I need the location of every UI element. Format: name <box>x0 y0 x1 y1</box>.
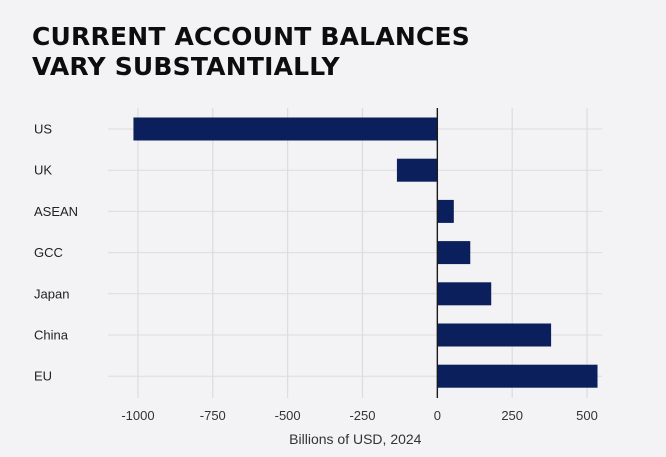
x-tick-label: -1000 <box>121 408 154 423</box>
category-label: US <box>34 122 52 137</box>
x-tick-label: -250 <box>349 408 375 423</box>
category-label: EU <box>34 369 52 384</box>
x-axis-title: Billions of USD, 2024 <box>289 431 422 447</box>
bar-japan <box>437 282 492 306</box>
chart-title-line-1: CURRENT ACCOUNT BALANCES <box>32 22 471 51</box>
x-tick-labels: -1000 -750 -500 -250 0 250 500 <box>121 408 598 423</box>
chart-title: CURRENT ACCOUNT BALANCES VARY SUBSTANTIA… <box>32 22 470 82</box>
bar-gcc <box>437 241 471 265</box>
grid-lines <box>108 108 602 398</box>
bar-uk <box>396 158 438 182</box>
x-tick-label: -750 <box>200 408 226 423</box>
category-label: China <box>34 328 69 343</box>
category-label: UK <box>34 163 52 178</box>
category-label: ASEAN <box>34 204 78 219</box>
bar-us <box>133 117 438 141</box>
bar-eu <box>437 364 598 388</box>
x-tick-label: -500 <box>275 408 301 423</box>
bar-asean <box>437 199 454 223</box>
x-tick-label: 250 <box>501 408 523 423</box>
bars <box>133 117 598 388</box>
category-label: GCC <box>34 245 63 260</box>
x-tick-label: 0 <box>434 408 441 423</box>
category-labels: US UK ASEAN GCC Japan China EU <box>34 122 78 384</box>
category-label: Japan <box>34 286 69 301</box>
x-tick-label: 500 <box>576 408 598 423</box>
chart-title-line-2: VARY SUBSTANTIALLY <box>32 52 340 81</box>
bar-china <box>437 323 552 347</box>
